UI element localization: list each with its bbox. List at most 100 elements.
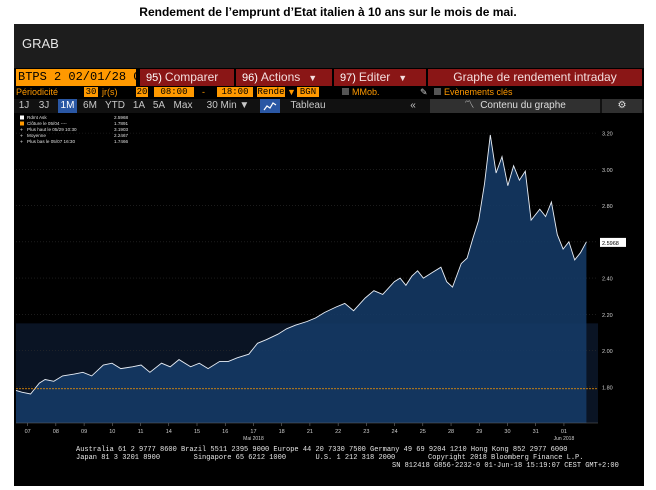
pencil-icon[interactable]: ✎	[420, 87, 428, 97]
yield-line	[15, 134, 587, 395]
x-tick-label: 22	[335, 429, 341, 435]
legend-value: 3.1903	[114, 127, 128, 132]
x-tick-label: 23	[363, 429, 369, 435]
x-tick-label: 11	[138, 429, 144, 435]
actions-chevron-down-icon: ▼	[308, 73, 318, 83]
chart-type-title: Graphe de rendement intraday	[428, 69, 642, 86]
x-tick-label: 07	[25, 429, 31, 435]
legend-marker: +	[20, 134, 23, 140]
y-tick-label: 3.00	[602, 168, 613, 174]
legend-swatch	[20, 115, 24, 120]
legend-label: Plus haut le 05/29 10:30	[27, 127, 77, 132]
settings-bar: Périodicité 30 jr(s) 20 08:00 - 18:00 Re…	[14, 86, 644, 98]
security-field[interactable]: BTPS 2 02/01/28 Co	[16, 69, 136, 86]
x-tick-label: 08	[53, 429, 59, 435]
range-5y[interactable]: 5A	[152, 100, 166, 111]
range-3d[interactable]: 3J	[38, 100, 50, 111]
range-ytd[interactable]: YTD	[105, 100, 125, 111]
x-tick-label: 17	[250, 429, 256, 435]
gear-icon[interactable]: ⚙	[602, 99, 642, 113]
range-1y[interactable]: 1A	[132, 100, 146, 111]
range-1d[interactable]: 1J	[18, 100, 30, 111]
x-tick-label: 18	[279, 429, 285, 435]
actions-shortcut: 96)	[242, 72, 258, 84]
legend-label: Rdmt Ask	[27, 115, 47, 120]
legend-label: Plus bas le 05/07 16:30	[27, 139, 75, 144]
field-select[interactable]: Rende	[257, 87, 285, 97]
footer: Australia 61 2 9777 8600 Brazil 5511 239…	[14, 446, 644, 490]
y-tick-label: 2.80	[602, 204, 613, 210]
edit-shortcut: 97)	[340, 72, 356, 84]
legend-swatch	[20, 121, 24, 126]
footer-copyright: Copyright 2018 Bloomberg Finance L.P.	[428, 454, 584, 462]
table-view-button[interactable]: Tableau	[290, 100, 326, 111]
mountain-chart-icon: 〽	[464, 100, 475, 111]
x-tick-label: 14	[166, 429, 172, 435]
x-tick-label: 25	[420, 429, 426, 435]
edit-button[interactable]: 97) Editer ▼	[334, 69, 426, 86]
y-tick-label: 2.20	[602, 313, 613, 319]
compare-shortcut: 95)	[146, 72, 162, 84]
footer-contacts-line2: Japan 81 3 3201 8900 Singapore 65 6212 1…	[76, 454, 396, 462]
x-tick-sublabel: Mai 2018	[243, 436, 264, 442]
x-tick-label: 30	[504, 429, 510, 435]
x-tick-label: 09	[81, 429, 87, 435]
range-max[interactable]: Max	[173, 100, 193, 111]
window-titlebar: GRAB	[14, 24, 644, 68]
range-6m[interactable]: 6M	[83, 100, 97, 111]
main-toolbar: BTPS 2 02/01/28 Co 95) Comparer 96) Action…	[14, 69, 644, 86]
actions-label: Actions	[260, 70, 301, 84]
y-tick-label: 2.00	[602, 349, 613, 355]
last-value-box	[600, 237, 626, 247]
footer-session-info: SN 812418 G856-2232-0 01-Jun-18 15:19:07…	[392, 462, 619, 470]
bloomberg-terminal: GRAB BTPS 2 02/01/28 Co 95) Comparer 96) A…	[14, 24, 644, 486]
yield-chart: 3.203.002.802.602.402.202.001.802.596807…	[15, 115, 626, 442]
mmob-checkbox[interactable]	[342, 88, 349, 95]
collapse-button[interactable]: «	[410, 100, 416, 111]
figure-caption: Rendement de l’emprunt d’Etat italien à …	[139, 5, 517, 19]
last-value-label: 2.5968	[602, 241, 619, 247]
y-tick-label: 3.20	[602, 132, 613, 138]
legend-value: 2.2467	[114, 133, 128, 138]
periodicity-label: Périodicité	[16, 87, 59, 97]
x-tick-label: 01	[561, 429, 567, 435]
periodicity-unit: jr(s)	[102, 87, 118, 97]
x-tick-label: 16	[222, 429, 228, 435]
y-tick-label: 1.80	[602, 385, 613, 391]
chart-content-panel[interactable]: 〽 Contenu du graphe	[430, 99, 600, 113]
days-input[interactable]: 20	[136, 87, 148, 97]
compare-label: Comparer	[164, 70, 219, 84]
x-tick-label: 28	[448, 429, 454, 435]
x-tick-label: 15	[194, 429, 200, 435]
mmob-label: MMob.	[352, 87, 380, 97]
actions-button[interactable]: 96) Actions ▼	[236, 69, 332, 86]
footer-contacts-line1: Australia 61 2 9777 8600 Brazil 5511 239…	[76, 446, 568, 454]
legend-value: 1.7891	[114, 121, 128, 126]
events-checkbox[interactable]	[434, 88, 441, 95]
x-tick-label: 29	[476, 429, 482, 435]
x-tick-label: 24	[392, 429, 398, 435]
source-input[interactable]: BGN	[297, 87, 319, 97]
interval-select[interactable]: 30 Min ▼	[206, 100, 250, 111]
legend: Rdmt Ask 2.5968 Clôture le 05/04 ---- 1.789…	[20, 115, 128, 146]
time-from-input[interactable]: 08:00	[154, 87, 194, 97]
time-separator: -	[202, 87, 205, 97]
x-tick-label: 31	[533, 429, 539, 435]
x-tick-label: 10	[109, 429, 115, 435]
x-tick-label: 21	[307, 429, 313, 435]
legend-label: Moyenne	[27, 133, 46, 138]
compare-button[interactable]: 95) Comparer	[140, 69, 234, 86]
events-label: Evènements clés	[444, 87, 513, 97]
periodicity-input[interactable]: 30	[84, 87, 98, 97]
range-bar: 1J 3J 1M 6M YTD 1A 5A Max 30 Min ▼ Table…	[14, 99, 644, 113]
legend-label: Clôture le 05/04 ----	[27, 121, 67, 126]
legend-marker: +	[20, 128, 23, 134]
y-tick-label: 2.40	[602, 277, 613, 283]
x-tick-sublabel: Jun 2018	[554, 436, 575, 442]
time-to-input[interactable]: 18:00	[217, 87, 253, 97]
field-chevron-down-icon: ▼	[287, 87, 296, 97]
legend-value: 1.7466	[114, 139, 128, 144]
edit-chevron-down-icon: ▼	[398, 73, 408, 83]
line-chart-icon[interactable]	[260, 99, 280, 113]
range-1m[interactable]: 1M	[58, 99, 77, 113]
